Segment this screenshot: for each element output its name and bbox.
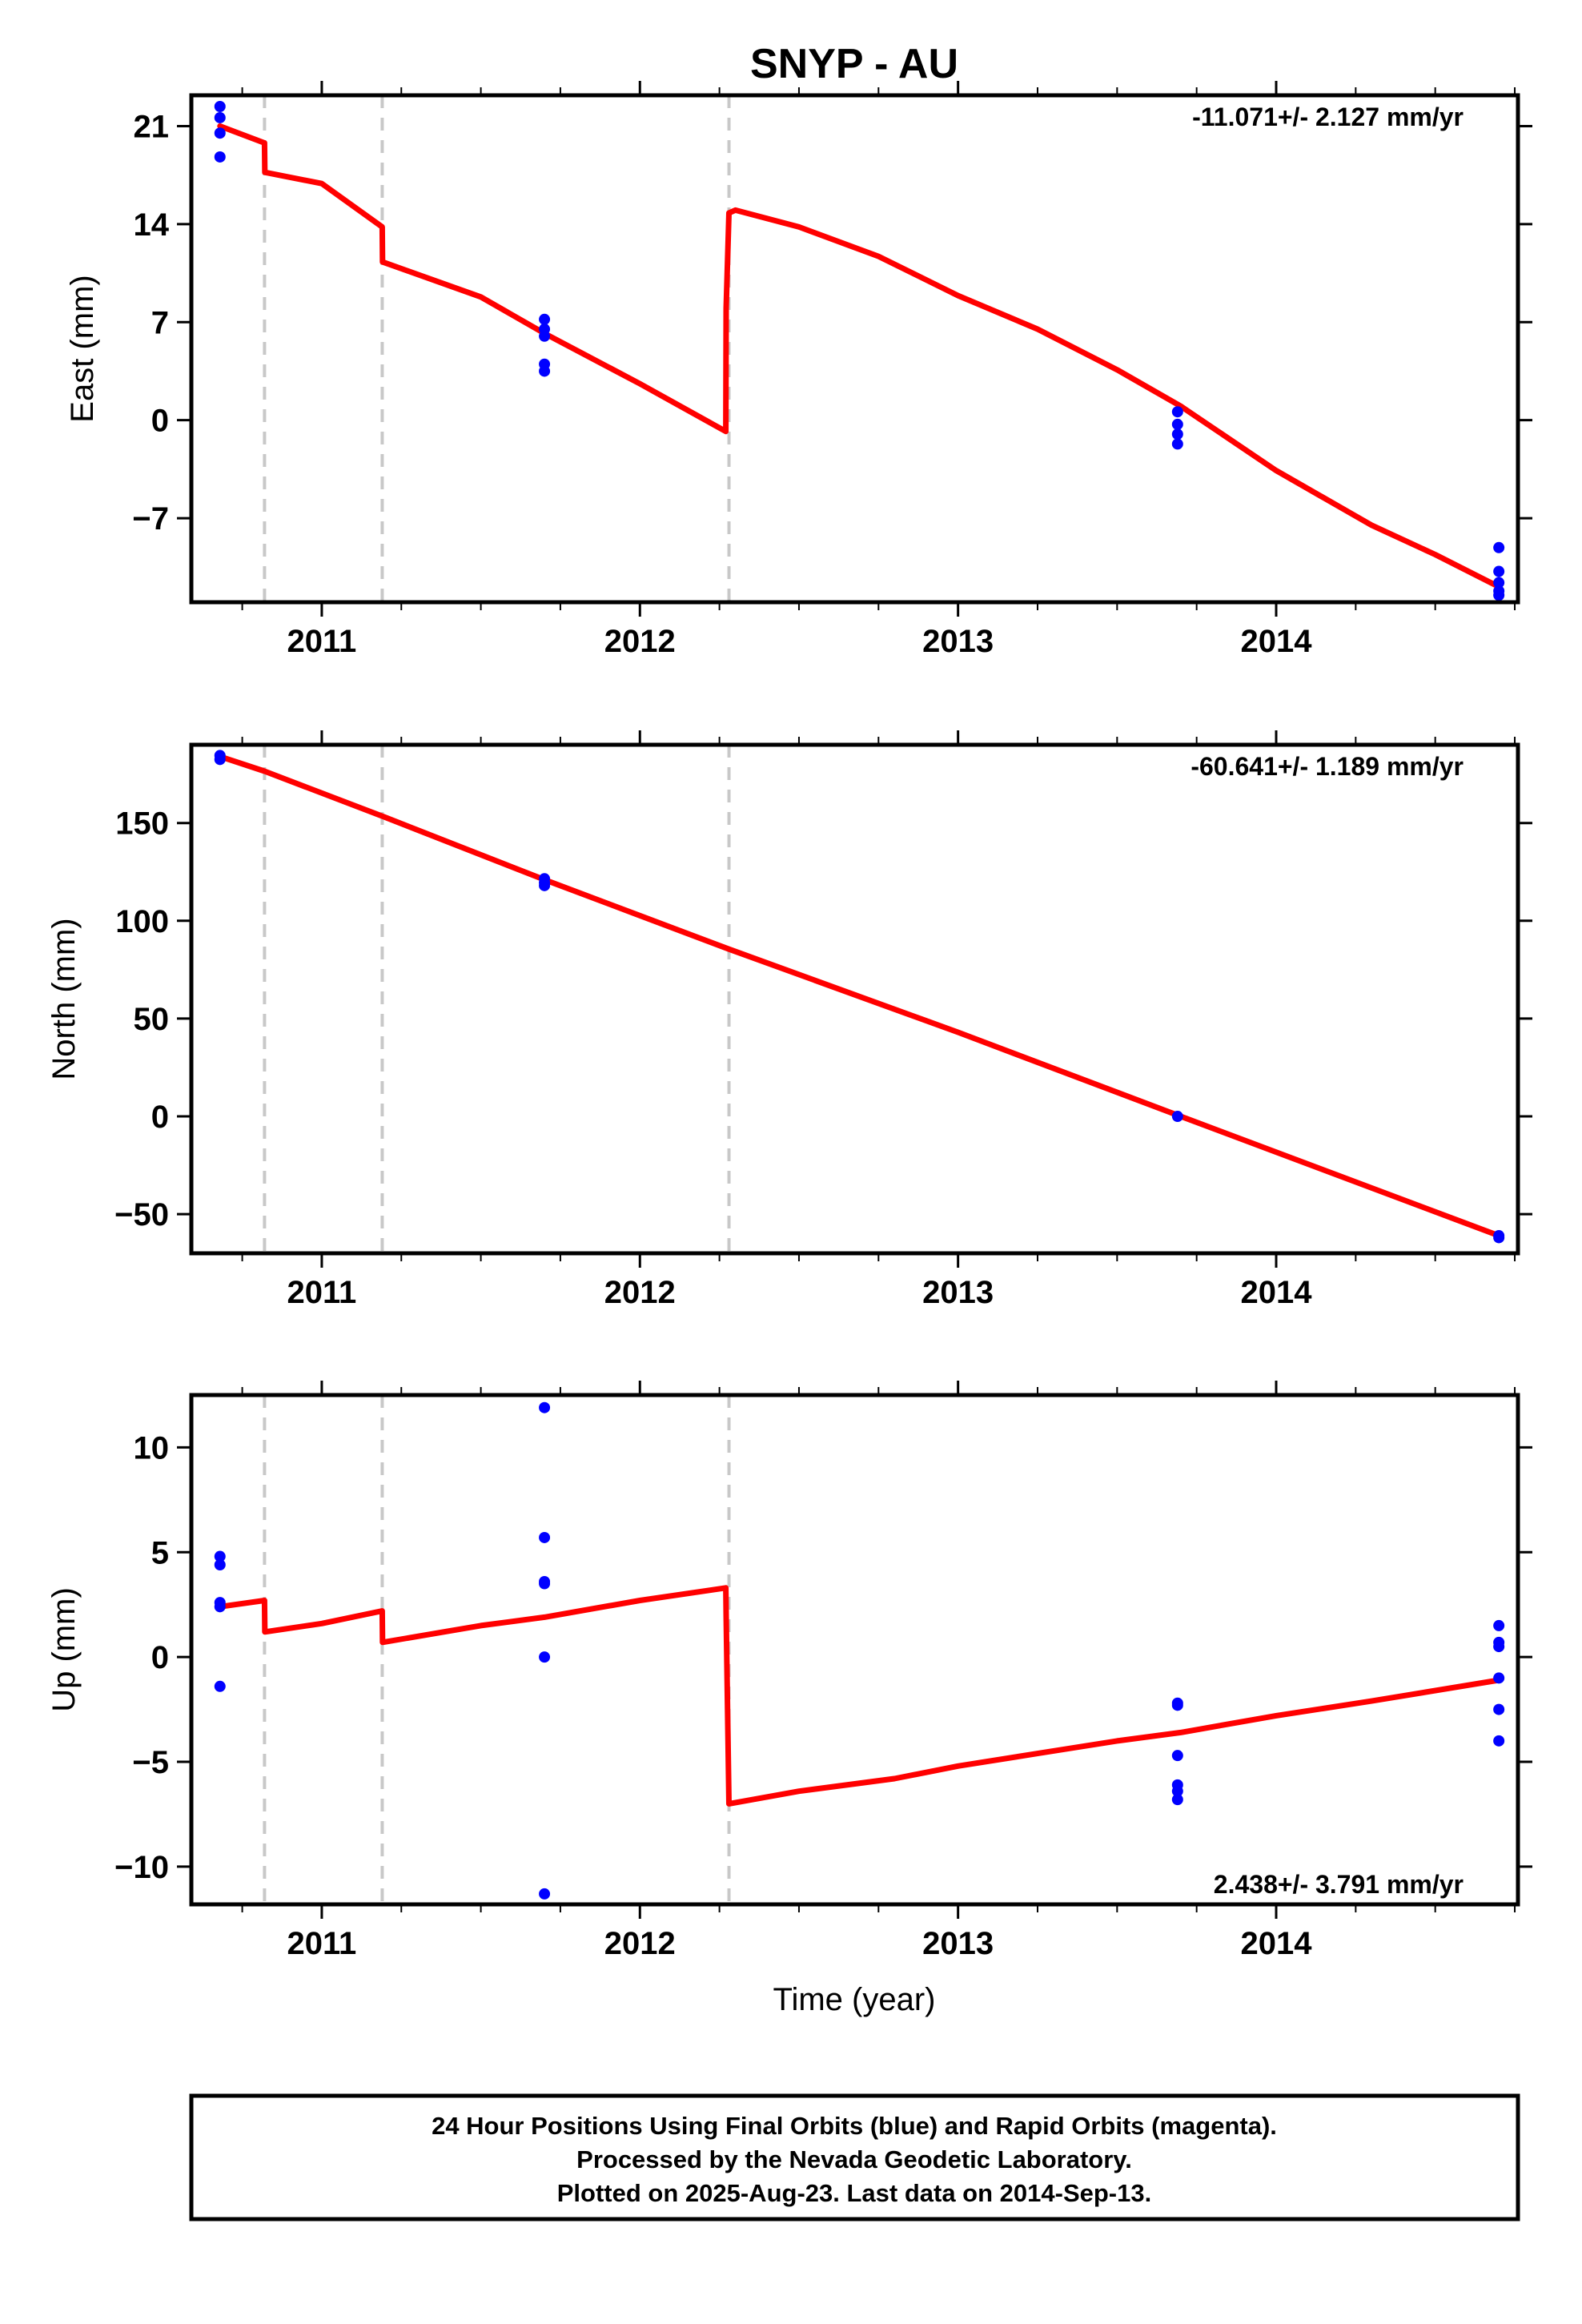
- rate-label-north: -60.641+/- 1.189 mm/yr: [1191, 752, 1464, 781]
- y-axis-label-north: North (mm): [46, 918, 82, 1080]
- y-tick-label: 21: [134, 109, 170, 144]
- data-point: [1171, 418, 1183, 430]
- data-point: [1171, 406, 1183, 418]
- x-tick-label: 2013: [922, 624, 994, 659]
- data-point: [539, 879, 551, 891]
- rate-label-up: 2.438+/- 3.791 mm/yr: [1214, 1870, 1464, 1899]
- data-point: [539, 1531, 551, 1543]
- data-point: [214, 127, 226, 139]
- y-tick-label: 14: [134, 207, 170, 243]
- panel-east: 2011 2012 2013 2014 21 14 7 0 −7 East (mm) -11.071…: [65, 81, 1532, 659]
- x-tick-label: 2011: [287, 624, 357, 659]
- data-point: [539, 1651, 551, 1663]
- footer-line-1: 24 Hour Positions Using Final Orbits (bl…: [432, 2112, 1277, 2140]
- footer-line-2: Processed by the Nevada Geodetic Laborat…: [576, 2145, 1132, 2173]
- data-point: [1171, 428, 1183, 440]
- x-tick-label: 2013: [922, 1275, 994, 1310]
- data-point: [1493, 589, 1505, 601]
- data-point: [539, 1401, 551, 1413]
- x-tick-label: 2014: [1241, 624, 1313, 659]
- data-point: [1493, 541, 1505, 553]
- data-point: [214, 754, 226, 766]
- data-point: [214, 100, 226, 112]
- plot-frame-up: [189, 1393, 1520, 1907]
- data-point: [1171, 1750, 1183, 1762]
- x-tick-label: 2012: [604, 1926, 676, 1961]
- data-point: [1493, 1735, 1505, 1747]
- data-point: [539, 330, 551, 342]
- y-tick-label: 50: [134, 1002, 170, 1037]
- fit-line-north: [217, 754, 1502, 1239]
- data-point: [1493, 1619, 1505, 1631]
- data-point: [1493, 1703, 1505, 1715]
- data-point: [1171, 1111, 1183, 1123]
- footer-box: 24 Hour Positions Using Final Orbits (bl…: [189, 2093, 1520, 2221]
- data-point: [539, 1888, 551, 1900]
- fit-line-up: [217, 1585, 1502, 1807]
- data-point: [1171, 1794, 1183, 1806]
- y-tick-label: 150: [115, 806, 169, 842]
- data-point: [1171, 438, 1183, 450]
- plot-frame-north: [189, 742, 1520, 1256]
- y-tick-label: −10: [114, 1850, 169, 1885]
- x-tick-label: 2012: [604, 624, 676, 659]
- x-axis-label: Time (year): [773, 1982, 936, 2017]
- y-tick-label: 0: [151, 1100, 169, 1135]
- data-point: [1493, 577, 1505, 589]
- fit-line-east: [217, 123, 1502, 590]
- panel-up: 2011 2012 2013 2014 10 5 0 −5 −10 Up (mm) 2.438+/-…: [46, 1381, 1532, 1961]
- data-point: [214, 1559, 226, 1570]
- y-axis-label-up: Up (mm): [46, 1587, 82, 1712]
- data-point: [214, 111, 226, 123]
- data-point: [1171, 1699, 1183, 1711]
- y-tick-label: 0: [151, 1640, 169, 1675]
- rate-label-east: -11.071+/- 2.127 mm/yr: [1192, 103, 1464, 131]
- x-tick-label: 2014: [1241, 1926, 1313, 1961]
- data-point: [539, 1578, 551, 1590]
- data-point: [1493, 565, 1505, 577]
- data-point: [214, 151, 226, 163]
- chart-title: SNYP - AU: [750, 41, 958, 87]
- x-tick-label: 2014: [1241, 1275, 1313, 1310]
- data-point: [1171, 1785, 1183, 1797]
- data-point: [539, 313, 551, 325]
- data-point: [1493, 1672, 1505, 1684]
- y-tick-label: −50: [114, 1197, 169, 1232]
- y-tick-label: 100: [115, 904, 169, 939]
- y-tick-label: 5: [151, 1535, 169, 1570]
- panel-north: 2011 2012 2013 2014 150 100 50 0 −50 North (mm) -6…: [46, 730, 1532, 1310]
- x-tick-label: 2011: [287, 1275, 357, 1310]
- data-point: [1493, 1641, 1505, 1653]
- y-tick-label: −5: [132, 1745, 169, 1780]
- y-tick-label: −7: [132, 501, 169, 537]
- x-tick-label: 2011: [287, 1926, 357, 1961]
- x-tick-label: 2012: [604, 1275, 676, 1310]
- data-point: [539, 365, 551, 377]
- panels: 2011 2012 2013 2014 21 14 7 0 −7 East (mm) -11.071…: [46, 81, 1532, 1961]
- data-point: [214, 1680, 226, 1692]
- data-point: [1493, 1232, 1505, 1244]
- data-point: [214, 1601, 226, 1613]
- data-point: [214, 1550, 226, 1562]
- y-tick-label: 7: [151, 305, 169, 340]
- footer-line-3: Plotted on 2025-Aug-23. Last data on 201…: [557, 2179, 1151, 2207]
- x-tick-label: 2013: [922, 1926, 994, 1961]
- y-axis-label-east: East (mm): [65, 275, 100, 422]
- y-tick-label: 0: [151, 404, 169, 439]
- plot-frame-east: [189, 93, 1520, 605]
- y-tick-label: 10: [134, 1430, 170, 1466]
